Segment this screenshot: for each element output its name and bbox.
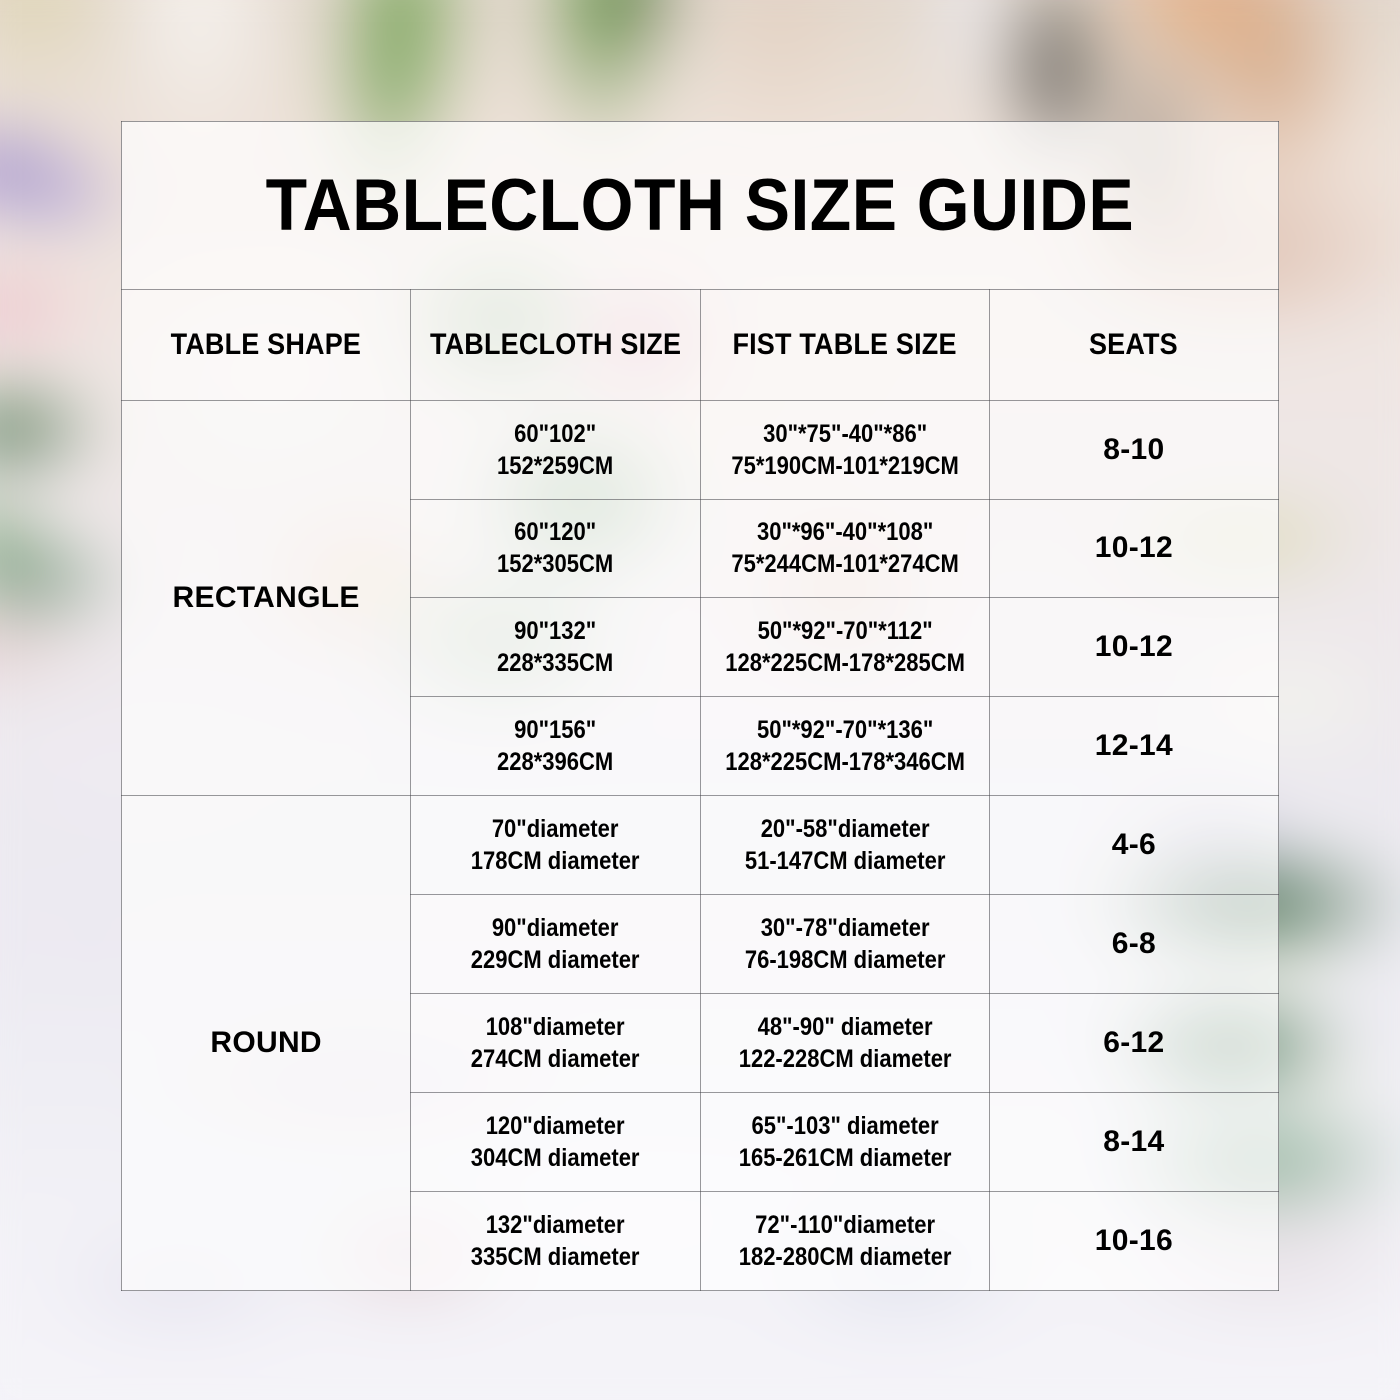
table-row: ROUND 70"diameter 178CM diameter 20"-58"…: [120, 795, 1280, 1291]
table-row: 132"diameter 335CM diameter 72"-110"diam…: [122, 1190, 1280, 1292]
cell-seats: 6-12: [988, 993, 1280, 1094]
cell-seats: 6-8: [988, 894, 1280, 995]
table-row: 120"diameter 304CM diameter 65"-103" dia…: [122, 1092, 1280, 1192]
table-row: 108"diameter 274CM diameter 48"-90" diam…: [122, 993, 1280, 1094]
cell-tablecloth-size: 132"diameter 335CM diameter: [410, 1190, 701, 1292]
cell-fist-table-size: 50"*92"-70"*136" 128*225CM-178*346CM: [699, 696, 990, 797]
shape-label-rectangle: RECTANGLE: [120, 399, 412, 797]
tablecloth-size-guide-table: TABLECLOTH SIZE GUIDE TABLE SHAPE TABLEC…: [120, 121, 1280, 1292]
cell-tablecloth-size: 90"132" 228*335CM: [410, 597, 701, 698]
table-body: TABLECLOTH SIZE GUIDE TABLE SHAPE TABLEC…: [120, 121, 1280, 1292]
cell-tablecloth-size: 90"156" 228*396CM: [410, 696, 701, 797]
column-header-tablecloth-size: TABLECLOTH SIZE: [410, 288, 701, 401]
cell-fist-table-size: 65"-103" diameter 165-261CM diameter: [699, 1092, 990, 1192]
column-header-table-shape: TABLE SHAPE: [120, 288, 412, 401]
page-title: TABLECLOTH SIZE GUIDE: [121, 121, 1279, 290]
cell-tablecloth-size: 70"diameter 178CM diameter: [410, 795, 701, 896]
cell-fist-table-size: 30"*96"-40"*108" 75*244CM-101*274CM: [699, 498, 990, 599]
cell-fist-table-size: 48"-90" diameter 122-228CM diameter: [699, 993, 990, 1094]
shape-label-round: ROUND: [120, 795, 412, 1291]
table-row: 90"156" 228*396CM 50"*92"-70"*136" 128*2…: [122, 696, 1280, 797]
table-row: 90"132" 228*335CM 50"*92"-70"*112" 128*2…: [122, 597, 1280, 698]
cell-seats: 10-12: [988, 498, 1280, 599]
cell-fist-table-size: 30"-78"diameter 76-198CM diameter: [699, 894, 990, 995]
cell-fist-table-size: 30"*75"-40"*86" 75*190CM-101*219CM: [699, 399, 990, 500]
page-title-text: TABLECLOTH SIZE GUIDE: [265, 164, 1135, 246]
cell-tablecloth-size: 60"120" 152*305CM: [410, 498, 701, 599]
column-header-fist-table-size: FIST TABLE SIZE: [699, 288, 990, 401]
cell-seats: 10-16: [988, 1190, 1280, 1292]
cell-seats: 8-14: [988, 1092, 1280, 1192]
cell-fist-table-size: 72"-110"diameter 182-280CM diameter: [699, 1190, 990, 1292]
cell-seats: 12-14: [988, 696, 1280, 797]
cell-tablecloth-size: 60"102" 152*259CM: [410, 399, 701, 500]
cell-seats: 8-10: [988, 399, 1280, 500]
cell-fist-table-size: 20"-58"diameter 51-147CM diameter: [699, 795, 990, 896]
table-row: 90"diameter 229CM diameter 30"-78"diamet…: [122, 894, 1280, 995]
table-row: RECTANGLE 60"102" 152*259CM 30"*75"-40"*…: [120, 399, 1280, 797]
title-row: TABLECLOTH SIZE GUIDE: [121, 121, 1279, 290]
cell-fist-table-size: 50"*92"-70"*112" 128*225CM-178*285CM: [699, 597, 990, 698]
cell-seats: 10-12: [988, 597, 1280, 698]
column-header-seats: SEATS: [988, 288, 1280, 401]
cell-tablecloth-size: 120"diameter 304CM diameter: [410, 1092, 701, 1192]
table-row: 60"120" 152*305CM 30"*96"-40"*108" 75*24…: [122, 498, 1280, 599]
cell-tablecloth-size: 108"diameter 274CM diameter: [410, 993, 701, 1094]
cell-seats: 4-6: [988, 795, 1280, 896]
header-row: TABLE SHAPE TABLECLOTH SIZE FIST TABLE S…: [120, 288, 1280, 401]
cell-tablecloth-size: 90"diameter 229CM diameter: [410, 894, 701, 995]
